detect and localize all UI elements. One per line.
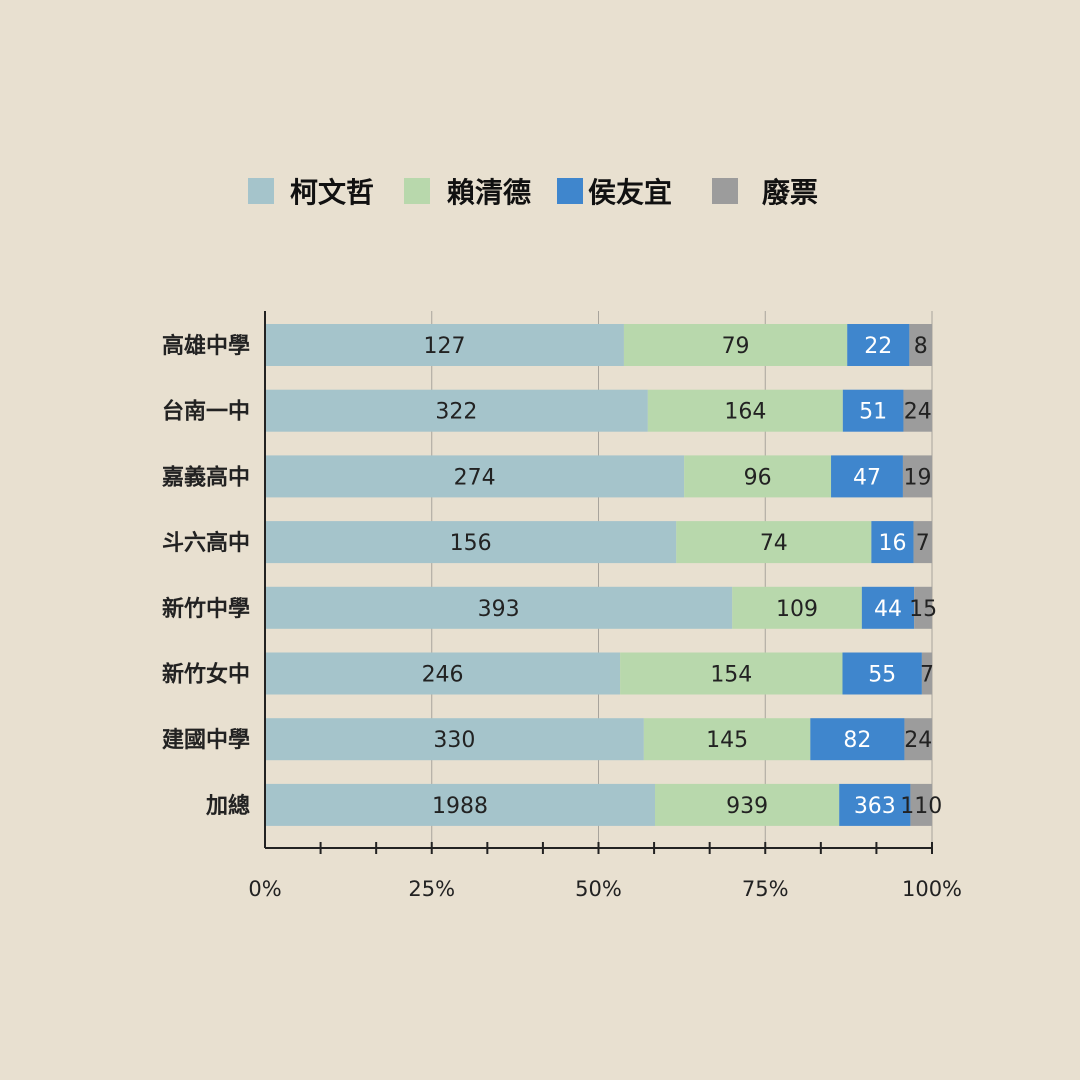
data-label: 1988 bbox=[432, 794, 488, 819]
legend-label: 柯文哲 bbox=[290, 176, 374, 209]
bar-segment bbox=[903, 389, 932, 432]
category-label: 加總 bbox=[205, 793, 250, 819]
data-label: 393 bbox=[478, 597, 520, 622]
x-tick-label: 75% bbox=[742, 877, 789, 901]
legend-label: 賴清德 bbox=[447, 176, 531, 209]
data-label: 79 bbox=[722, 334, 750, 359]
category-label: 新竹中學 bbox=[162, 596, 250, 622]
bar-segment bbox=[913, 521, 932, 564]
data-label: 246 bbox=[422, 663, 464, 688]
data-label: 330 bbox=[433, 728, 475, 753]
data-label: 22 bbox=[864, 334, 892, 359]
bar-segment bbox=[623, 324, 848, 366]
legend-swatch bbox=[404, 178, 430, 204]
bar-segment bbox=[909, 324, 932, 366]
x-tick-label: 0% bbox=[248, 877, 281, 901]
data-label: 82 bbox=[843, 728, 871, 753]
category-label: 斗六高中 bbox=[162, 530, 250, 556]
bar-segment bbox=[265, 521, 677, 564]
bar-segment bbox=[902, 455, 932, 498]
data-label: 145 bbox=[706, 728, 748, 753]
legend-swatch bbox=[248, 178, 274, 204]
legend: 柯文哲 賴清德 侯友宜 廢票 bbox=[248, 176, 818, 209]
data-label: 96 bbox=[744, 465, 772, 490]
bar-segment bbox=[914, 586, 932, 629]
data-label: 44 bbox=[874, 597, 902, 622]
data-label: 19 bbox=[903, 465, 931, 490]
bar-segment bbox=[861, 586, 915, 629]
data-label: 8 bbox=[914, 334, 928, 359]
data-label: 156 bbox=[450, 531, 492, 556]
bar-segment bbox=[647, 389, 843, 432]
category-label: 嘉義高中 bbox=[162, 464, 250, 490]
data-label: 363 bbox=[854, 794, 896, 819]
legend-label: 廢票 bbox=[762, 176, 818, 209]
data-label: 7 bbox=[916, 531, 930, 556]
data-label: 51 bbox=[859, 400, 887, 425]
bar-segment bbox=[265, 652, 621, 695]
bar-segment bbox=[831, 455, 903, 498]
data-label: 939 bbox=[726, 794, 768, 819]
data-label: 109 bbox=[776, 597, 818, 622]
x-tick-label: 100% bbox=[902, 877, 962, 901]
bar-segment bbox=[654, 783, 840, 826]
bar-segment bbox=[265, 324, 624, 366]
data-label: 127 bbox=[423, 334, 465, 359]
bar-segment bbox=[847, 324, 910, 366]
data-label: 154 bbox=[710, 663, 752, 688]
legend-label: 侯友宜 bbox=[588, 176, 672, 209]
axes: 0% 25% 50% 75% 100% bbox=[248, 311, 962, 901]
bar-segment bbox=[265, 389, 648, 432]
category-label: 新竹女中 bbox=[162, 662, 250, 688]
bar-segment bbox=[684, 455, 832, 498]
data-label: 47 bbox=[853, 465, 881, 490]
data-label: 24 bbox=[904, 400, 932, 425]
bar-segment bbox=[265, 586, 733, 629]
data-label: 7 bbox=[920, 663, 934, 688]
data-label: 110 bbox=[900, 794, 942, 819]
bar-segment bbox=[910, 783, 932, 826]
x-tick-label: 25% bbox=[408, 877, 455, 901]
bar-segment bbox=[839, 783, 911, 826]
data-label: 15 bbox=[909, 597, 937, 622]
legend-swatch bbox=[712, 178, 738, 204]
data-label: 164 bbox=[724, 400, 766, 425]
bars: 127 79 22 8 高雄中學 322 164 51 24 台南一中 274 96 47 19 嘉義高中 1… bbox=[162, 324, 942, 826]
data-label: 74 bbox=[760, 531, 788, 556]
bar-segment bbox=[265, 455, 685, 498]
bar-segment bbox=[265, 718, 644, 761]
bar-segment bbox=[871, 521, 914, 564]
data-label: 16 bbox=[878, 531, 906, 556]
bar-segment bbox=[732, 586, 862, 629]
bar-segment bbox=[904, 718, 932, 761]
bar-segment bbox=[620, 652, 843, 695]
category-label: 台南一中 bbox=[162, 399, 250, 425]
x-tick-label: 50% bbox=[575, 877, 622, 901]
bar-segment bbox=[921, 652, 932, 695]
category-label: 高雄中學 bbox=[162, 333, 250, 359]
bar-segment bbox=[810, 718, 905, 761]
category-label: 建國中學 bbox=[162, 727, 250, 753]
data-label: 55 bbox=[868, 663, 896, 688]
bar-segment bbox=[265, 783, 655, 826]
bar-segment bbox=[643, 718, 811, 761]
data-label: 274 bbox=[454, 465, 496, 490]
legend-swatch bbox=[557, 178, 583, 204]
bar-segment bbox=[676, 521, 872, 564]
bar-segment bbox=[842, 389, 904, 432]
data-label: 322 bbox=[435, 400, 477, 425]
data-label: 24 bbox=[904, 728, 932, 753]
bar-segment bbox=[842, 652, 922, 695]
